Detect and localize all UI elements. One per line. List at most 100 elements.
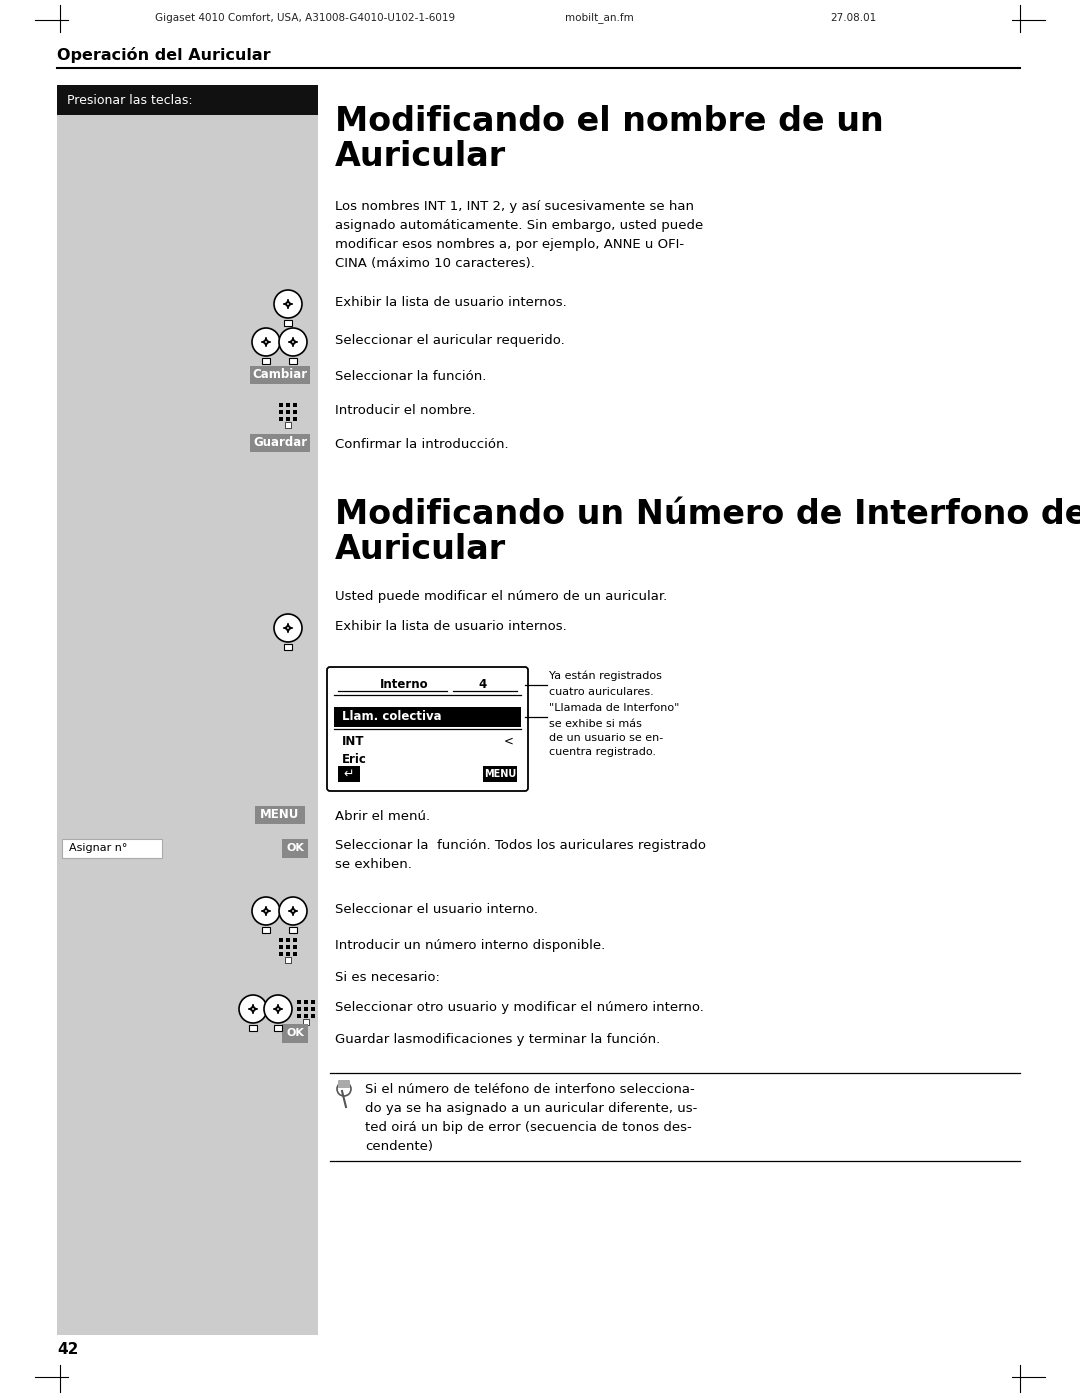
Bar [249,434,310,453]
Bar [293,402,297,407]
Text: Si el número de teléfono de interfono selecciona-: Si el número de teléfono de interfono se… [365,1083,694,1097]
Circle shape [274,291,302,319]
Text: Modificando un Número de Interfono de: Modificando un Número de Interfono de [335,497,1080,531]
Bar [293,937,297,942]
Bar [293,416,297,420]
Bar [303,1014,308,1018]
Bar [289,358,297,365]
Bar [285,422,291,427]
FancyBboxPatch shape [327,666,528,791]
Bar [279,944,283,949]
Text: Asignar n°: Asignar n° [69,842,127,854]
Bar [286,951,291,956]
Bar [57,85,318,115]
Bar [255,806,305,824]
Text: de un usuario se en-: de un usuario se en- [549,733,663,743]
Text: Operación del Auricular: Operación del Auricular [57,47,271,63]
Text: ted oirá un bip de error (secuencia de tonos des-: ted oirá un bip de error (secuencia de t… [365,1120,692,1134]
Text: Si es necesario:: Si es necesario: [335,971,440,983]
Bar [249,1025,257,1031]
Text: Auricular: Auricular [335,140,507,173]
Text: cendente): cendente) [365,1140,433,1153]
Bar [297,1000,301,1004]
Bar [303,1000,308,1004]
Bar [285,957,291,963]
Text: Seleccionar el auricular requerido.: Seleccionar el auricular requerido. [335,334,565,346]
Text: mobilt_an.fm: mobilt_an.fm [565,13,634,24]
Text: Introducir un número interno disponible.: Introducir un número interno disponible. [335,939,605,951]
Text: Presionar las teclas:: Presionar las teclas: [67,94,192,106]
Text: Abrir el menú.: Abrir el menú. [335,810,430,823]
Bar [282,838,308,858]
Text: OK: OK [286,1028,303,1038]
Text: ↵: ↵ [343,767,354,781]
Bar [279,937,283,942]
Bar [311,1014,315,1018]
Bar [62,838,162,858]
Text: <: < [504,735,514,747]
Text: 27.08.01: 27.08.01 [831,13,876,22]
Text: Interno: Interno [380,678,429,692]
Text: "Llamada de Interfono": "Llamada de Interfono" [549,703,679,712]
Bar [57,85,318,1336]
Text: Exhibir la lista de usuario internos.: Exhibir la lista de usuario internos. [335,620,567,633]
Circle shape [279,897,307,925]
Text: Modificando el nombre de un: Modificando el nombre de un [335,105,883,138]
Bar [284,644,292,650]
Bar [483,766,517,782]
Bar [293,409,297,414]
Text: 4: 4 [478,678,486,692]
Text: CINA (máximo 10 caracteres).: CINA (máximo 10 caracteres). [335,257,535,270]
Text: Seleccionar la función.: Seleccionar la función. [335,370,486,383]
Text: INT: INT [342,735,365,747]
Circle shape [239,995,267,1023]
Bar [286,416,291,420]
Text: Usted puede modificar el número de un auricular.: Usted puede modificar el número de un au… [335,590,667,604]
Text: Guardar lasmodificaciones y terminar la función.: Guardar lasmodificaciones y terminar la … [335,1032,660,1046]
Text: Guardar: Guardar [253,436,307,450]
Text: Eric: Eric [342,753,367,766]
Bar [303,1018,309,1025]
Bar [286,937,291,942]
Bar [297,1014,301,1018]
Bar [249,366,310,384]
Bar [293,951,297,956]
Bar [311,1000,315,1004]
Bar [262,928,270,933]
Bar [282,1024,308,1042]
Circle shape [274,615,302,643]
Text: cuatro auriculares.: cuatro auriculares. [549,687,653,697]
Circle shape [252,328,280,356]
Text: modificar esos nombres a, por ejemplo, ANNE u OFI-: modificar esos nombres a, por ejemplo, A… [335,237,684,251]
Bar [289,928,297,933]
Circle shape [279,328,307,356]
Bar [286,409,291,414]
Bar [293,944,297,949]
Circle shape [264,995,292,1023]
Text: OK: OK [286,842,303,854]
Text: Ya están registrados: Ya están registrados [549,671,662,680]
Text: 42: 42 [57,1343,79,1356]
Text: Seleccionar la  función. Todos los auriculares registrado: Seleccionar la función. Todos los auricu… [335,840,706,852]
Bar [279,402,283,407]
Text: Introducir el nombre.: Introducir el nombre. [335,404,475,416]
Text: Cambiar: Cambiar [253,369,308,381]
Bar [262,358,270,365]
Bar [286,944,291,949]
Bar [274,1025,282,1031]
Text: MENU: MENU [484,768,516,780]
Text: Auricular: Auricular [335,534,507,566]
Text: do ya se ha asignado a un auricular diferente, us-: do ya se ha asignado a un auricular dife… [365,1102,698,1115]
Text: cuentra registrado.: cuentra registrado. [549,747,656,757]
Text: se exhibe si más: se exhibe si más [549,719,642,729]
Text: asignado automáticamente. Sin embargo, usted puede: asignado automáticamente. Sin embargo, u… [335,219,703,232]
Bar [284,320,292,326]
Bar [303,1007,308,1011]
Bar [286,402,291,407]
Text: Llam. colectiva: Llam. colectiva [342,711,442,724]
Text: se exhiben.: se exhiben. [335,858,411,870]
FancyBboxPatch shape [338,1080,350,1088]
Text: Exhibir la lista de usuario internos.: Exhibir la lista de usuario internos. [335,296,567,309]
Circle shape [252,897,280,925]
Text: Confirmar la introducción.: Confirmar la introducción. [335,439,509,451]
